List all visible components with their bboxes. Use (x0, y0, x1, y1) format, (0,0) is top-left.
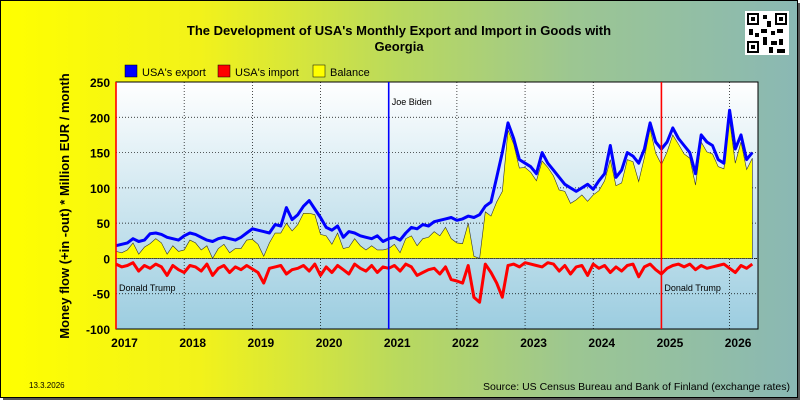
y-tick-label: 250 (90, 76, 110, 90)
marker-label: Donald Trump (664, 283, 721, 293)
y-tick-label: 150 (90, 147, 110, 161)
x-tick-label: 2017 (111, 336, 138, 350)
y-tick-label: 0 (103, 252, 110, 266)
x-tick-label: 2023 (520, 336, 547, 350)
x-tick-label: 2019 (248, 336, 275, 350)
x-tick-label: 2022 (452, 336, 479, 350)
export-line (115, 108, 754, 248)
qr-code-icon (745, 11, 789, 55)
y-tick-label: -50 (93, 288, 111, 302)
footer-date: 13.3.2026 (29, 381, 65, 390)
x-tick-label: 2018 (179, 336, 206, 350)
x-tick-label: 2021 (384, 336, 411, 350)
chart-title-line1: The Development of USA's Monthly Export … (187, 23, 611, 38)
import-line (115, 261, 754, 304)
legend-label-import: USA's import (235, 67, 299, 79)
x-axis-ticks: 2017 2018 2019 2020 2021 2022 2023 2024 2025 2026 (111, 336, 752, 350)
y-axis-ticks: 250 200 150 100 50 0 -50 -100 (86, 76, 110, 337)
y-tick-label: 50 (97, 217, 111, 231)
chart-title-line2: Georgia (374, 39, 424, 54)
legend-label-balance: Balance (330, 67, 370, 79)
x-tick-label: 2024 (588, 336, 615, 350)
balance-area-fill (115, 120, 753, 260)
x-tick-label: 2025 (657, 336, 684, 350)
y-axis-label: Money flow (+in -out) * Million EUR / mo… (57, 73, 72, 338)
series-lines (115, 108, 754, 304)
y-tick-label: 200 (90, 111, 110, 125)
marker-label: Joe Biden (392, 97, 432, 107)
president-markers: Donald Trump Joe Biden Donald Trump (115, 82, 721, 329)
marker-label: Donald Trump (119, 283, 176, 293)
legend-swatch-export (124, 64, 138, 78)
x-tick-label: 2026 (725, 336, 752, 350)
legend-swatch-import (217, 64, 231, 78)
y-tick-label: 100 (90, 182, 110, 196)
balance-area (115, 120, 753, 260)
source-text: Source: US Census Bureau and Bank of Fin… (483, 381, 790, 393)
x-tick-label: 2020 (316, 336, 343, 350)
legend-label-export: USA's export (142, 67, 206, 79)
legend: USA's export USA's import Balance (124, 64, 370, 79)
legend-swatch-balance (312, 64, 326, 78)
y-tick-label: -100 (86, 323, 110, 337)
